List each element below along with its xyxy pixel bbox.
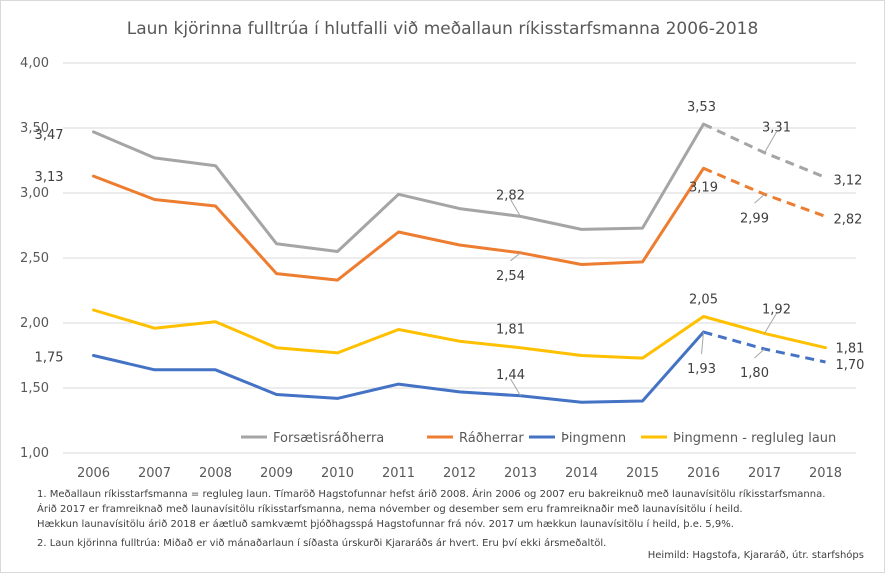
label-leader-line	[764, 131, 777, 153]
label-leader-line	[764, 313, 777, 334]
x-tick-label: 2011	[382, 466, 415, 481]
note-4: 2. Laun kjörinna fulltrúa: Miðað er við …	[37, 538, 607, 549]
y-axis-ticks: 1,00 1,50 2,00 2,50 3,00 3,50 4,00	[20, 56, 49, 461]
data-label: 1,44	[496, 368, 525, 383]
x-tick-label: 2014	[565, 466, 598, 481]
x-tick-label: 2008	[199, 466, 232, 481]
x-axis-ticks: 2006 2007 2008 2009 2010 2011 2012 2013 2014 2015…	[77, 466, 842, 481]
y-tick-label: 2,00	[20, 316, 49, 331]
x-tick-label: 2016	[687, 466, 720, 481]
x-tick-label: 2009	[260, 466, 293, 481]
y-tick-label: 3,50	[20, 121, 49, 136]
data-label: 3,12	[834, 173, 863, 188]
label-leader-line	[510, 378, 521, 397]
y-tick-label: 2,50	[20, 251, 49, 266]
data-label: 1,93	[687, 362, 716, 377]
data-label: 2,54	[496, 269, 525, 284]
legend: Forsætisráðherra Ráðherrar Þingmenn Þingmen…	[241, 431, 836, 446]
series-line-3	[92, 308, 827, 360]
data-label: 3,47	[35, 128, 64, 143]
series-line-1	[92, 166, 705, 282]
series-line-2	[92, 330, 705, 404]
data-label: 1,80	[740, 366, 769, 381]
note-1: 1. Meðallaun ríkisstarfsmanna = regluleg…	[37, 489, 826, 500]
note-2: Árið 2017 er framreiknað með launavísitö…	[37, 504, 743, 515]
legend-entry-0: Forsætisráðherra	[273, 431, 384, 446]
note-3: Hækkun launavísitölu árið 2018 er áætluð…	[37, 519, 734, 530]
x-tick-label: 2006	[77, 466, 110, 481]
source-note: Heimild: Hagstofa, Kjararáð, útr. starfs…	[647, 550, 864, 561]
legend-entry-2: Þingmenn	[561, 431, 626, 446]
data-label: 2,82	[834, 212, 863, 227]
chart-title: Laun kjörinna fulltrúa í hlutfalli við m…	[126, 19, 759, 39]
series-line-projected-1	[702, 166, 827, 218]
data-label: 2,99	[740, 211, 769, 226]
data-labels: 3,47 2,82 3,53 3,31 3,12 3,13 2,54 3,19 2,99 2,82…	[35, 100, 865, 383]
label-leader-line	[754, 193, 765, 204]
data-label: 3,19	[689, 180, 718, 195]
label-leader-lines	[510, 131, 777, 397]
x-tick-label: 2013	[504, 466, 537, 481]
x-tick-label: 2012	[443, 466, 476, 481]
data-label: 1,70	[836, 358, 865, 373]
x-tick-label: 2017	[748, 466, 781, 481]
data-label: 3,53	[687, 100, 716, 115]
y-tick-label: 3,00	[20, 186, 49, 201]
gridlines	[63, 62, 856, 454]
y-tick-label: 1,00	[20, 446, 49, 461]
x-tick-label: 2007	[138, 466, 171, 481]
label-leader-line	[701, 332, 704, 355]
x-tick-label: 2015	[626, 466, 659, 481]
label-leader-line	[754, 348, 765, 359]
series-lines	[92, 122, 827, 404]
data-label: 3,13	[35, 170, 64, 185]
series-line-0	[92, 122, 705, 253]
x-tick-label: 2018	[809, 466, 842, 481]
label-leader-line	[510, 199, 521, 217]
data-label: 2,05	[689, 293, 718, 308]
label-leader-line	[510, 252, 521, 262]
data-label: 1,81	[836, 342, 865, 357]
data-label: 1,81	[496, 323, 525, 338]
series-line-projected-2	[703, 330, 826, 364]
x-tick-label: 2010	[321, 466, 354, 481]
data-label: 1,92	[762, 302, 791, 317]
data-label: 3,31	[762, 121, 791, 136]
legend-entry-3: Þingmenn - regluleg laun	[673, 431, 836, 446]
legend-entry-1: Ráðherrar	[459, 431, 524, 446]
y-tick-label: 4,00	[20, 56, 49, 71]
data-label: 2,82	[496, 188, 525, 203]
data-label: 1,75	[35, 351, 64, 366]
y-tick-label: 1,50	[20, 381, 49, 396]
